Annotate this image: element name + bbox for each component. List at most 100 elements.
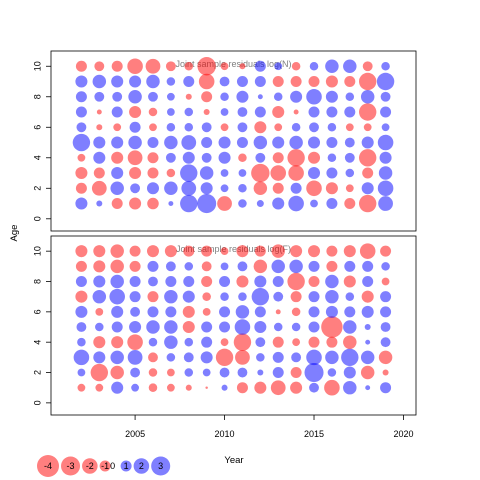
legend-label: 0: [110, 461, 115, 471]
bubble: [110, 350, 124, 365]
bubble: [253, 135, 268, 150]
bubble: [254, 60, 266, 72]
bubble: [308, 260, 320, 272]
bubble: [183, 76, 195, 88]
bubble: [253, 259, 268, 274]
bubble: [290, 245, 303, 258]
bubble: [287, 272, 305, 291]
bubble: [166, 77, 176, 86]
bubble: [77, 368, 86, 377]
bubble: [378, 350, 393, 365]
bubble: [255, 337, 266, 348]
bubble: [127, 334, 143, 350]
legend-bubble: [61, 456, 81, 476]
bubble: [113, 123, 122, 132]
bubble: [326, 167, 338, 179]
bubble: [307, 151, 321, 164]
bubble: [164, 245, 177, 258]
bubble: [254, 121, 267, 134]
bubble: [129, 276, 141, 288]
bubble: [220, 62, 229, 71]
bubble: [180, 194, 198, 213]
bubble: [166, 108, 175, 116]
bubble: [201, 336, 213, 348]
bubble: [201, 276, 213, 288]
bubble: [235, 349, 250, 365]
bubble: [308, 321, 320, 333]
bubbles: [73, 243, 393, 396]
bubble: [219, 321, 231, 333]
bubble: [293, 109, 299, 115]
bubble: [290, 76, 302, 88]
bubble: [184, 337, 194, 347]
bubble: [273, 92, 283, 102]
bubble: [185, 93, 192, 100]
bubble: [95, 307, 104, 316]
bubble: [325, 350, 339, 365]
bubble: [201, 122, 212, 133]
x-tick-label: 2010: [215, 429, 235, 439]
bubble: [220, 292, 229, 301]
panel-2: Joint sample residuals log(F) 0 2 4 6 8 10: [32, 235, 417, 416]
bubble: [202, 292, 211, 301]
bubble: [111, 60, 123, 72]
legend: -4 -3 -2 -1 0 1 2 3: [37, 455, 171, 477]
bubble: [220, 247, 229, 256]
bubble: [220, 123, 229, 132]
bubble: [147, 167, 159, 179]
bubble: [146, 182, 160, 195]
bubble: [197, 57, 216, 76]
bubble: [147, 260, 159, 272]
bubble: [379, 151, 392, 164]
bubble: [75, 290, 88, 303]
bubble: [378, 166, 393, 180]
bubble: [145, 58, 161, 74]
bubble: [380, 306, 392, 318]
bubble: [291, 352, 302, 363]
bubble: [254, 306, 266, 318]
bubble: [361, 182, 374, 195]
bubble: [220, 169, 229, 177]
bubble: [73, 349, 90, 366]
y-tick-label: 4: [32, 340, 42, 345]
bubble: [199, 166, 214, 180]
bubble: [166, 92, 175, 101]
bubble: [202, 368, 211, 377]
plot-frame: [50, 235, 417, 416]
bubble: [291, 307, 301, 317]
bubble: [324, 379, 340, 396]
bubble: [93, 245, 106, 258]
bubble: [201, 137, 213, 149]
bubble: [220, 338, 229, 347]
bubble: [325, 59, 339, 73]
bubble: [254, 320, 267, 334]
bubble: [343, 59, 357, 73]
bubble: [381, 277, 390, 286]
bubble: [289, 135, 303, 150]
bubble: [238, 184, 247, 193]
bubble: [127, 58, 143, 75]
bubble: [111, 136, 124, 149]
bubble: [215, 348, 234, 367]
bubble: [165, 152, 176, 163]
bubble: [362, 167, 374, 179]
bubble: [290, 291, 302, 303]
bubble: [360, 90, 375, 104]
bubble: [306, 180, 322, 197]
x-axis: 2005 2010 2015 2020: [125, 415, 413, 439]
bubble: [274, 123, 283, 132]
bubble: [93, 351, 106, 364]
bubble: [219, 76, 230, 87]
bubble: [129, 320, 142, 334]
bubble: [326, 260, 338, 272]
bubble: [220, 262, 229, 271]
bubble: [111, 75, 124, 88]
bubble: [127, 349, 143, 365]
bubble: [130, 367, 141, 378]
bubble: [93, 275, 106, 288]
bubble: [345, 92, 355, 102]
bubble: [272, 152, 284, 164]
bubble: [72, 133, 91, 152]
bubble: [238, 292, 247, 301]
bubble: [238, 153, 247, 163]
